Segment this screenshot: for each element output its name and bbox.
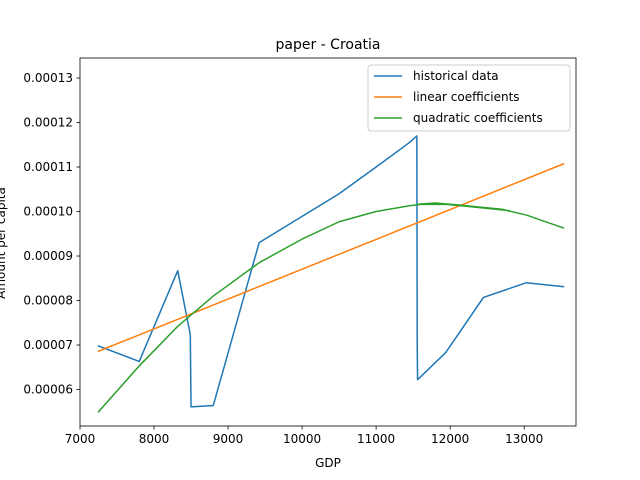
legend-label-quadratic-coefficients: quadratic coefficients: [413, 111, 543, 125]
y-tick-label: 0.00006: [23, 383, 73, 397]
legend-label-linear-coefficients: linear coefficients: [413, 90, 520, 104]
x-tick-label: 13000: [505, 432, 543, 446]
y-tick-label: 0.00010: [23, 205, 73, 219]
series-line-quadratic-coefficients: [97, 202, 565, 413]
series-line-historical-data: [97, 135, 565, 408]
legend-label-historical-data: historical data: [413, 69, 499, 83]
x-tick-label: 12000: [431, 432, 469, 446]
x-axis-label: GDP: [315, 456, 341, 470]
chart-title: paper - Croatia: [276, 37, 381, 53]
y-tick-label: 0.00012: [23, 116, 73, 130]
y-tick-label: 0.00008: [23, 294, 73, 308]
y-tick-label: 0.00011: [23, 160, 73, 174]
axes-layer: 7000 8000 9000 10000 11000 12000 13000 0.00006 0…: [23, 57, 577, 446]
plot-frame: [79, 57, 577, 427]
y-tick-label: 0.00013: [23, 71, 73, 85]
legend: historical data linear coefficients quadra…: [367, 64, 571, 132]
x-tick-label: 10000: [283, 432, 321, 446]
x-tick-label: 9000: [213, 432, 244, 446]
legend-box: [367, 64, 571, 132]
x-tick-label: 8000: [139, 432, 170, 446]
y-tick-label: 0.00009: [23, 249, 73, 263]
y-tick-label: 0.00007: [23, 338, 73, 352]
x-tick-label: 11000: [357, 432, 395, 446]
y-axis-label: Amount per capita: [0, 187, 8, 299]
x-tick-label: 7000: [65, 432, 96, 446]
series-layer: [97, 135, 565, 413]
series-line-linear-coefficients: [97, 162, 565, 353]
